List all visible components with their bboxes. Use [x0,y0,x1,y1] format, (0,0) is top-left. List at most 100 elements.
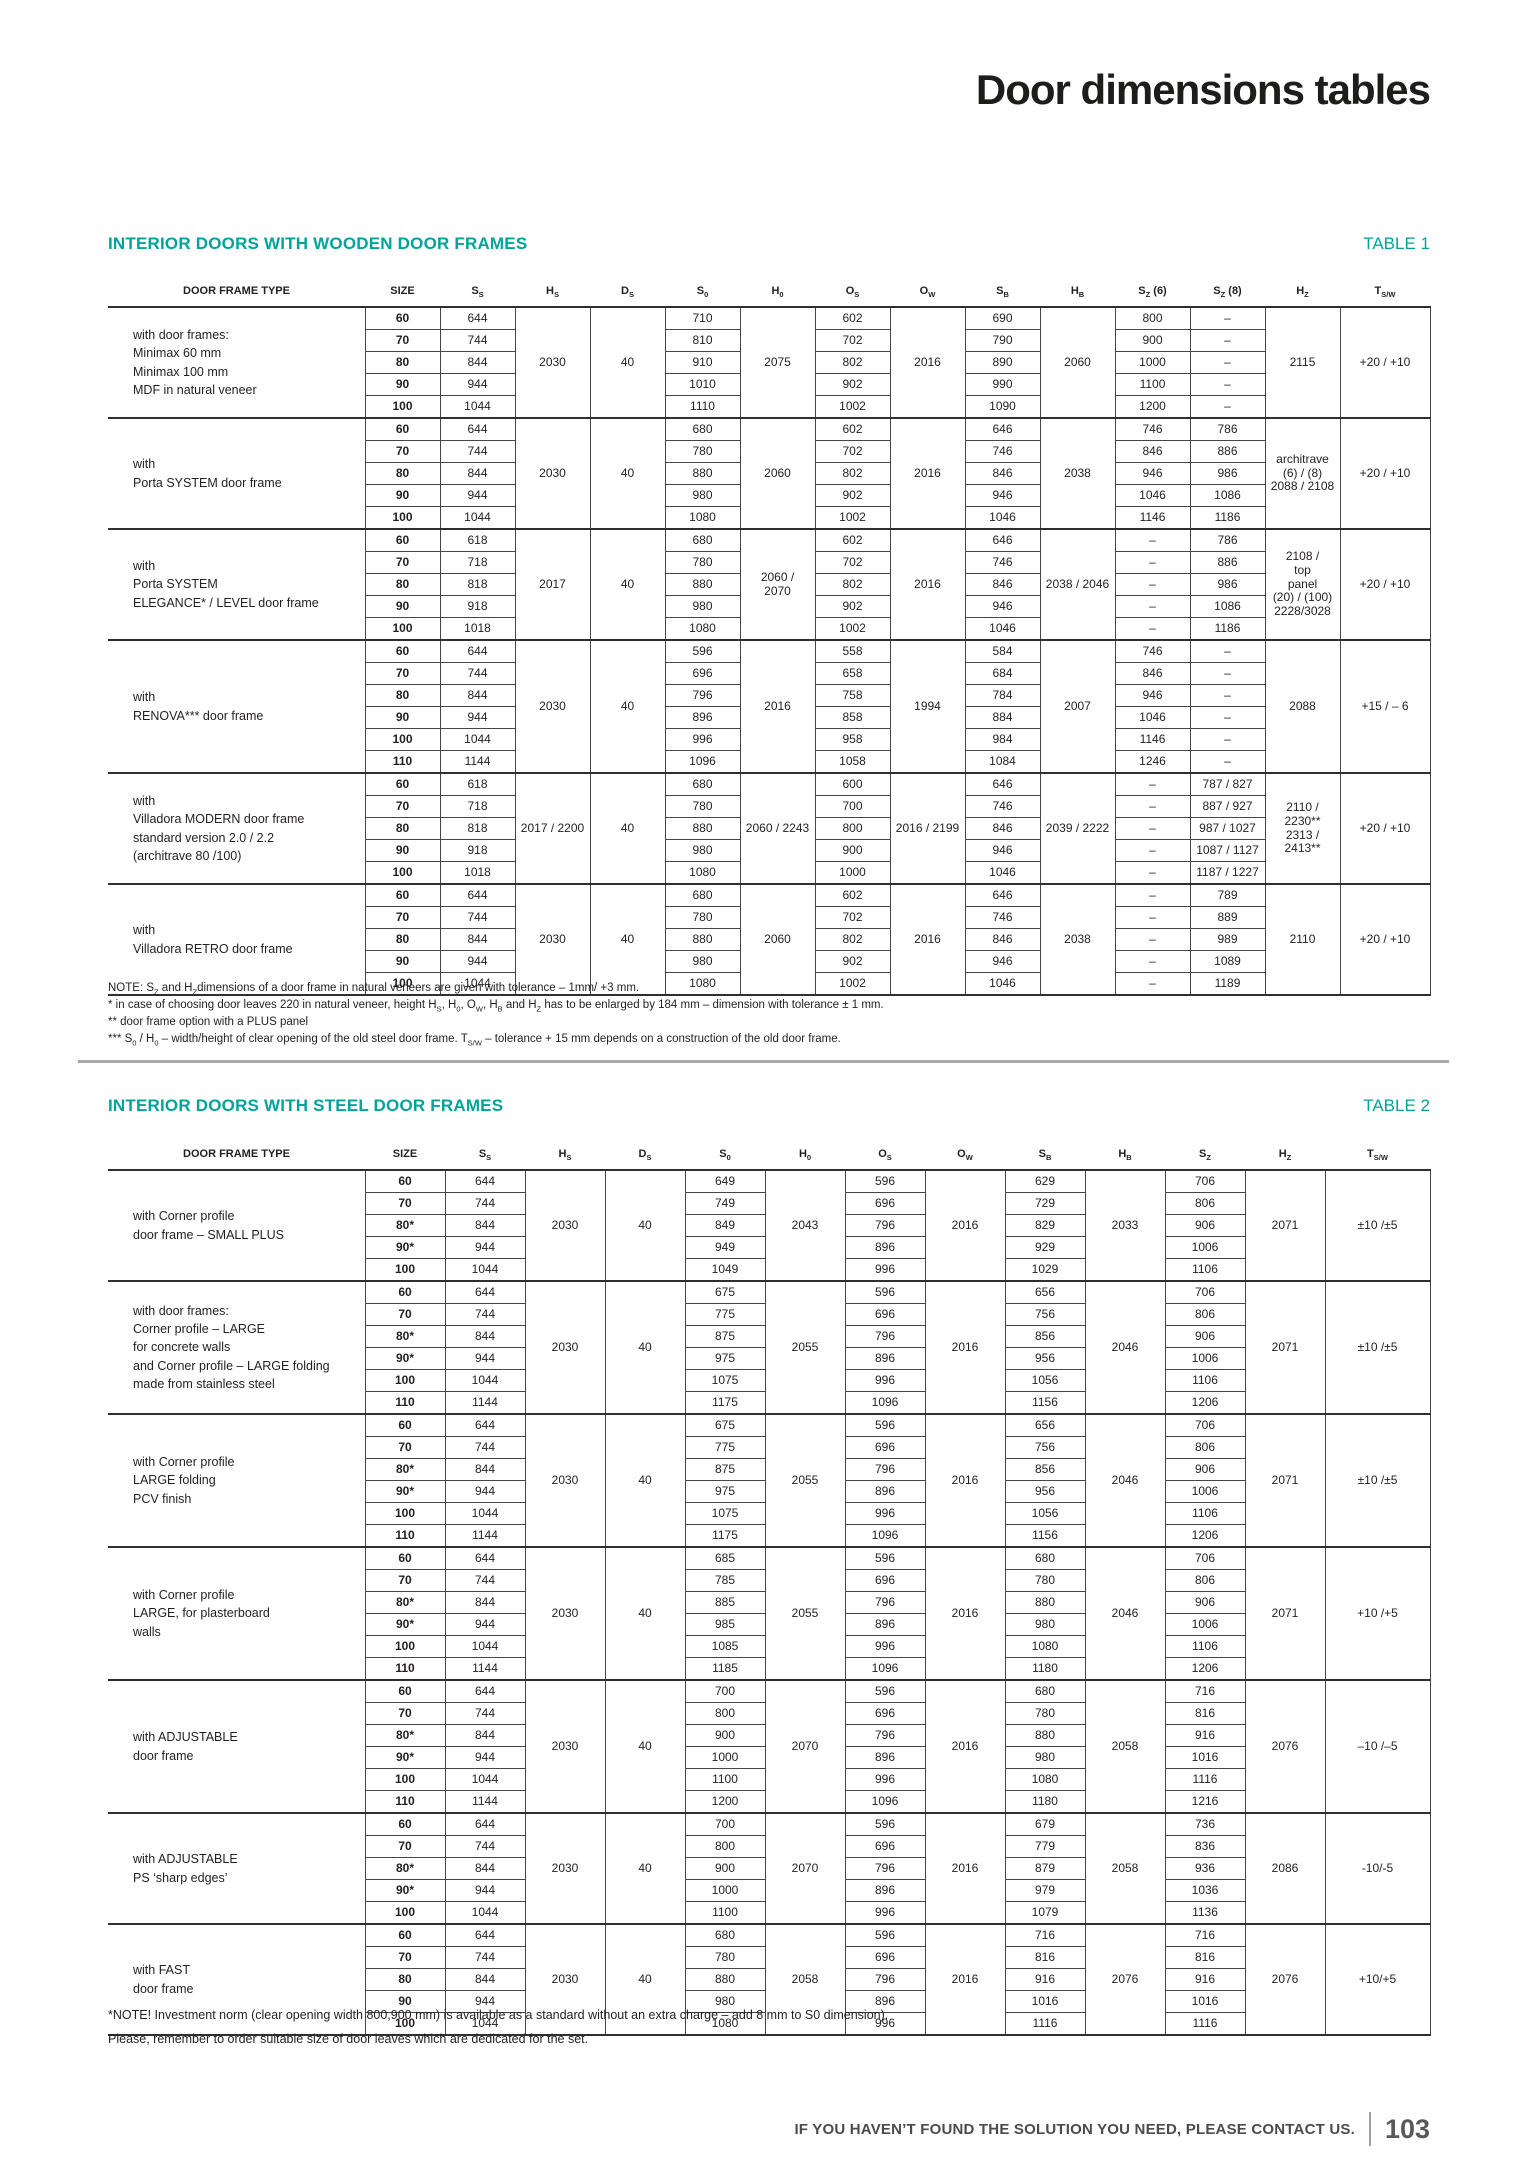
frame-group: with Villadora RETRO door frame 60 644 2030 4… [108,883,1431,996]
size-row: 90 918 980 900 946 –1087 / 1127 [108,839,1430,862]
cell-sb: 656 [1004,1413,1086,1437]
cell-size: 100 [364,1635,446,1658]
cell-os: 596 [844,1923,926,1947]
cell-sz8: 786 [1189,528,1266,552]
cell-ss: 944 [444,1236,526,1259]
cell-s0: 875 [684,1325,766,1348]
section-title-steel: INTERIOR DOORS WITH STEEL DOOR FRAMES [108,1096,504,1115]
cell-s0: 880 [664,928,741,951]
size-row: 70 744 780 702 746 846 886 [108,440,1430,463]
size-row: 80 844 880 796 916 916 [108,1968,1430,1991]
size-row: 100 1044 1080 1002 1046 1146 1186 [108,506,1430,530]
cell-sz: 1216 [1164,1790,1246,1814]
cell-sz6: 746 [1114,417,1191,441]
cell-s0: 980 [664,950,741,973]
column-header: S0 [665,270,740,308]
cell-sb: 584 [964,639,1041,663]
cell-size: 100 [364,1258,446,1282]
cell-sb: 916 [1004,1968,1086,1991]
cell-ow: 2016 [924,1414,1006,1547]
size-row: 100 1044 1075 996 1056 1106 [108,1369,1430,1392]
size-row: with door frames: Minimax 60 mm Minimax 10… [108,306,1431,418]
column-header: SIZE [365,1133,445,1171]
cell-sb: 1046 [964,861,1041,885]
cell-sz: 1106 [1164,1502,1246,1525]
cell-sb: 846 [964,817,1041,840]
cell-sz8: – [1189,351,1266,374]
frame-group: with Corner profile LARGE, for plasterboa… [108,1546,1431,1681]
cell-sz: 1016 [1164,1990,1246,2013]
cell-h0: 2043 [764,1170,846,1281]
cell-ss: 744 [444,1303,526,1326]
cell-hz: 2088 [1264,640,1341,773]
cell-hs: 2030 [524,1924,606,2035]
cell-ss: 644 [444,1413,526,1437]
cell-sb: 729 [1004,1192,1086,1215]
size-row: 100 1044 1080 996 1116 1116 [108,2012,1430,2036]
cell-sz8: 1087 / 1127 [1189,839,1266,862]
cell-s0: 896 [664,706,741,729]
cell-h0: 2055 [764,1547,846,1680]
cell-hs: 2030 [514,640,591,773]
cell-sb: 746 [964,440,1041,463]
size-row: 70 718 780 700 746 –887 / 927 [108,795,1430,818]
frame-group: with door frames: Minimax 60 mm Minimax 10… [108,306,1431,419]
cell-size: 80 [364,817,441,840]
cell-size: 60 [364,1413,446,1437]
cell-sz: 1106 [1164,1369,1246,1392]
cell-sb: 1180 [1004,1790,1086,1814]
cell-sz8: 989 [1189,928,1266,951]
size-row: 70 718 780 702 746 –886 [108,551,1430,574]
cell-sz: 716 [1164,1679,1246,1703]
cell-hb: 2039 / 2222 [1039,773,1116,884]
frame-type-label: with Corner profile LARGE, for plasterboa… [108,1547,366,1680]
cell-sz8: 889 [1189,906,1266,929]
cell-s0: 980 [664,484,741,507]
cell-hs: 2030 [524,1281,606,1414]
frame-group: with door frames: Corner profile – LARGE f… [108,1280,1431,1415]
cell-ss: 1044 [444,1502,526,1525]
cell-sz: 716 [1164,1923,1246,1947]
cell-sb: 1046 [964,972,1041,996]
cell-hs: 2017 [514,529,591,640]
cell-os: 996 [844,1502,926,1525]
cell-sz: 1006 [1164,1480,1246,1503]
cell-s0: 1000 [684,1879,766,1902]
cell-os: 1096 [844,1790,926,1814]
cell-sz: 906 [1164,1458,1246,1481]
cell-sb: 990 [964,373,1041,396]
cell-sb: 1180 [1004,1657,1086,1681]
cell-sz: 806 [1164,1436,1246,1459]
cell-h0: 2060 [739,418,816,529]
cell-sz6: 946 [1114,462,1191,485]
cell-sz8: 887 / 927 [1189,795,1266,818]
cell-sz: 806 [1164,1303,1246,1326]
cell-sz6: – [1114,950,1191,973]
cell-sz6: 1200 [1114,395,1191,419]
cell-os: 602 [814,417,891,441]
size-row: with door frames: Corner profile – LARGE f… [108,1280,1431,1414]
size-row: 110 1144 1200 1096 1180 1216 [108,1790,1430,1814]
frame-group: with Corner profile LARGE folding PCV fini… [108,1413,1431,1548]
cell-size: 60 [364,772,441,796]
column-header: OW [925,1133,1005,1171]
size-row: with ADJUSTABLE door frame 60 644 2030 40 700 2… [108,1679,1431,1813]
cell-sb: 646 [964,417,1041,441]
cell-s0: 685 [684,1546,766,1570]
size-row: 70 744 749 696 729 806 [108,1192,1430,1215]
cell-os: 596 [844,1546,926,1570]
cell-size: 100 [364,972,441,996]
cell-ds: 40 [589,307,666,418]
cell-s0: 1080 [664,617,741,641]
cell-os: 658 [814,662,891,685]
cell-os: 902 [814,595,891,618]
cell-s0: 1175 [684,1391,766,1415]
cell-size: 90 [364,1990,446,2013]
cell-s0: 980 [664,839,741,862]
cell-sb: 646 [964,772,1041,796]
cell-ss: 718 [439,551,516,574]
cell-os: 602 [814,528,891,552]
cell-s0: 1085 [684,1635,766,1658]
cell-size: 110 [364,1391,446,1415]
cell-sz: 1006 [1164,1613,1246,1636]
